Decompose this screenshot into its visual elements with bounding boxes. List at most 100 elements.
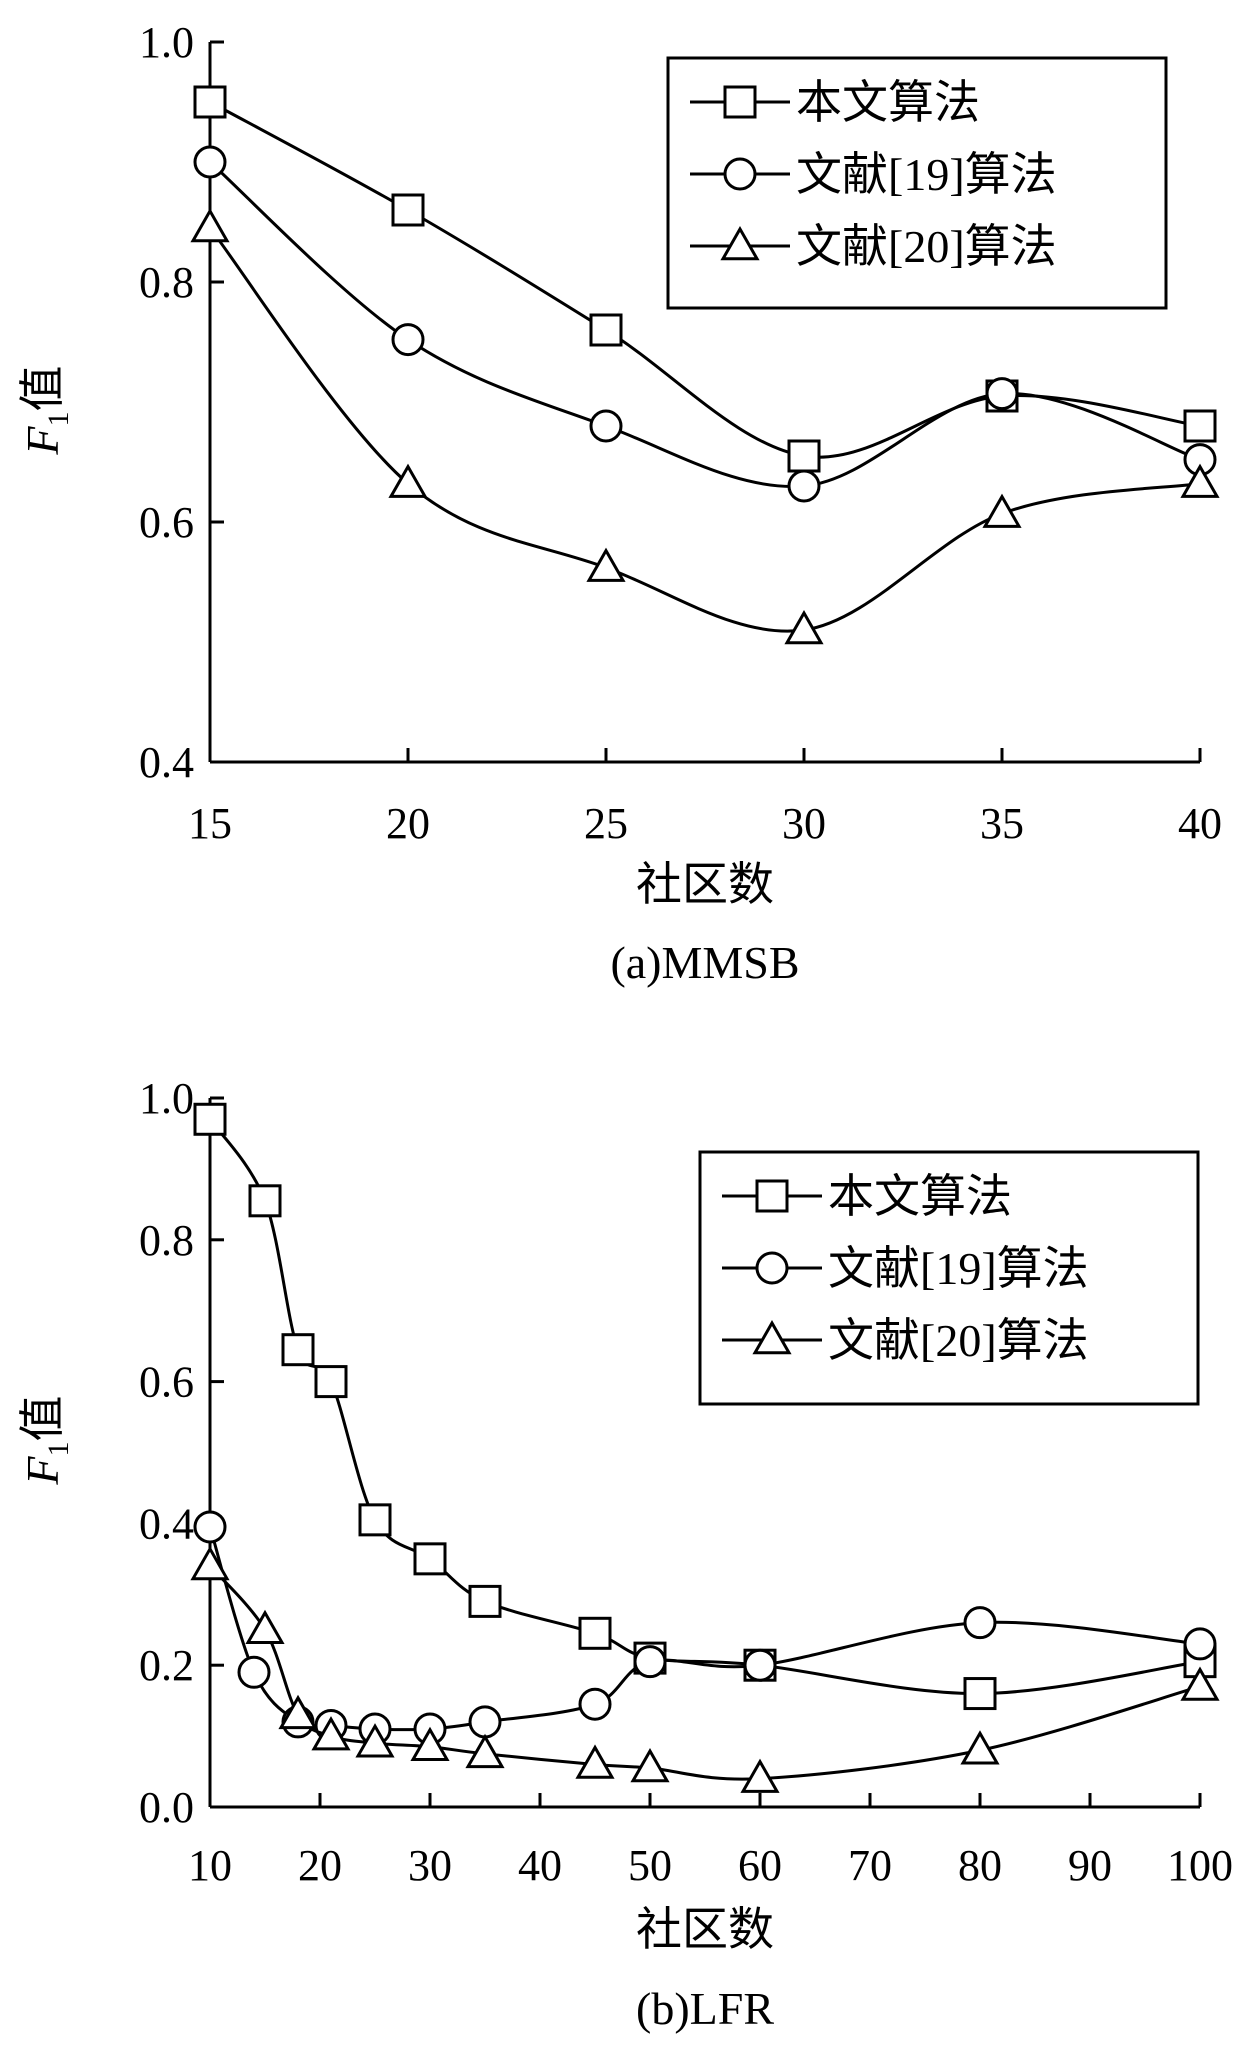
- legend-marker-triangle: [720, 225, 760, 261]
- data-point-square: [468, 1584, 502, 1618]
- data-point-circle: [193, 1510, 227, 1544]
- data-point-triangle: [575, 1744, 615, 1779]
- data-point-triangle: [190, 1545, 230, 1581]
- legend-marker-circle: [755, 1251, 789, 1285]
- legend-marker-circle: [723, 157, 757, 191]
- x-tick-label: 40: [1178, 799, 1222, 848]
- data-point-triangle: [465, 1733, 505, 1769]
- data-point-square: [248, 1184, 282, 1218]
- x-tick-label: 80: [958, 1841, 1002, 1890]
- y-axis-title-main: F: [17, 426, 68, 456]
- chart-caption: (a)MMSB: [610, 937, 799, 988]
- y-axis-title-subscript: 1: [42, 1441, 75, 1456]
- data-point-triangle: [740, 1758, 780, 1793]
- series-triangle: [190, 207, 1220, 645]
- data-point-triangle: [960, 1730, 1000, 1765]
- data-point-triangle: [278, 1694, 318, 1730]
- chart-panel-1: 0.0 0.2 0.4 0.6 0.8 1.0 10 20 30 40 50 60 70 80 90 100 社…: [17, 1074, 1233, 2034]
- legend-marker-square: [723, 85, 757, 119]
- data-point-circle: [787, 469, 821, 503]
- data-point-triangle: [410, 1726, 450, 1761]
- data-point-circle: [1183, 1627, 1217, 1661]
- data-point-square: [281, 1333, 315, 1367]
- data-point-square: [963, 1677, 997, 1711]
- data-point-triangle: [784, 609, 824, 645]
- legend-label: 文献[19]算法: [796, 149, 1057, 200]
- data-point-triangle: [190, 207, 230, 243]
- y-axis-title: F1值: [17, 1395, 75, 1485]
- x-tick-label: 25: [584, 799, 628, 848]
- x-axis-title: 社区数: [636, 859, 774, 910]
- series-line-circle: [208, 160, 1201, 488]
- data-point-circle: [633, 1645, 667, 1679]
- y-axis-title: F1值: [17, 365, 75, 455]
- x-tick-label: 30: [408, 1841, 452, 1890]
- data-point-triangle: [355, 1723, 395, 1758]
- data-point-triangle: [388, 463, 428, 498]
- data-point-circle: [468, 1705, 502, 1739]
- data-point-circle: [578, 1687, 612, 1721]
- data-point-triangle: [1180, 463, 1220, 498]
- data-point-triangle: [982, 493, 1022, 528]
- x-tick-label: 50: [628, 1841, 672, 1890]
- chart-caption: (b)LFR: [636, 1983, 774, 2034]
- x-tick-label: 100: [1167, 1841, 1233, 1890]
- data-point-square: [193, 85, 227, 119]
- data-point-circle: [743, 1648, 777, 1682]
- data-point-triangle: [586, 547, 626, 582]
- x-tick-label: 90: [1068, 1841, 1112, 1890]
- data-point-triangle: [630, 1747, 670, 1783]
- y-axis-title-suffix: 值: [17, 365, 68, 411]
- y-tick-label: 0.8: [139, 1216, 194, 1265]
- y-tick-label: 0.0: [139, 1783, 194, 1832]
- legend-label: 本文算法: [796, 77, 980, 128]
- y-axis-title-main: F: [17, 1456, 68, 1486]
- data-point-triangle: [311, 1716, 351, 1751]
- data-point-circle: [589, 409, 623, 443]
- data-point-circle: [985, 377, 1019, 411]
- x-tick-label: 70: [848, 1841, 892, 1890]
- x-tick-label: 20: [386, 799, 430, 848]
- legend-label: 文献[20]算法: [796, 221, 1057, 272]
- x-tick-label: 15: [188, 799, 232, 848]
- data-point-triangle: [1180, 1666, 1220, 1701]
- y-axis-title-suffix: 值: [17, 1395, 68, 1441]
- y-tick-label: 1.0: [139, 1074, 194, 1123]
- legend-label: 文献[20]算法: [828, 1315, 1089, 1366]
- data-point-square: [193, 1102, 227, 1136]
- x-axis-title: 社区数: [636, 1904, 774, 1955]
- legend-marker-triangle: [752, 1319, 792, 1355]
- series-circle: [193, 1510, 1217, 1746]
- data-point-triangle: [245, 1609, 285, 1644]
- chart-panel-0: 0.4 0.6 0.8 1.0 15 20 25 30 35 40 社区数 (a)MMSB F1值 本文算…: [17, 18, 1222, 988]
- legend-label: 文献[19]算法: [828, 1243, 1089, 1294]
- x-tick-label: 30: [782, 799, 826, 848]
- data-point-square: [589, 313, 623, 347]
- series-line-triangle: [208, 227, 1201, 633]
- series-triangle: [190, 1545, 1220, 1793]
- data-point-circle: [237, 1655, 271, 1689]
- data-point-circle: [391, 323, 425, 357]
- y-tick-label: 1.0: [139, 18, 194, 67]
- y-tick-label: 0.6: [139, 1358, 194, 1407]
- data-point-square: [391, 193, 425, 227]
- legend-marker-square: [755, 1179, 789, 1213]
- y-axis-title-subscript: 1: [42, 411, 75, 426]
- y-tick-label: 0.4: [139, 1499, 194, 1548]
- y-tick-label: 0.8: [139, 258, 194, 307]
- x-tick-label: 10: [188, 1841, 232, 1890]
- data-point-circle: [963, 1606, 997, 1640]
- y-tick-label: 0.6: [139, 498, 194, 547]
- y-tick-label: 0.2: [139, 1641, 194, 1690]
- series-circle: [193, 145, 1217, 503]
- data-point-square: [578, 1616, 612, 1650]
- y-tick-label: 0.4: [139, 738, 194, 787]
- x-tick-label: 35: [980, 799, 1024, 848]
- data-point-square: [358, 1503, 392, 1537]
- series-line-triangle: [208, 1564, 1201, 1781]
- data-point-circle: [193, 145, 227, 179]
- legend-label: 本文算法: [828, 1171, 1012, 1222]
